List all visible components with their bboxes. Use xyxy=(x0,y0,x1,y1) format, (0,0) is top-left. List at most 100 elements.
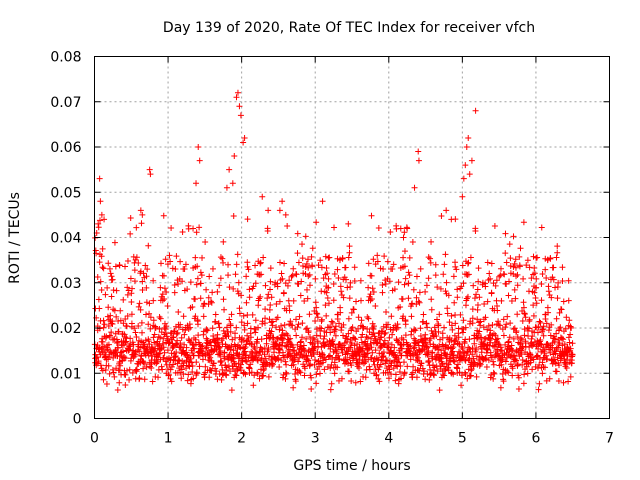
data-point xyxy=(450,273,457,280)
data-point xyxy=(98,253,105,260)
data-point xyxy=(486,270,493,277)
data-point xyxy=(521,371,528,378)
data-point xyxy=(511,286,518,293)
data-point xyxy=(418,360,425,367)
y-tick-label: 0.07 xyxy=(50,95,81,111)
data-point xyxy=(273,300,280,307)
data-point xyxy=(262,315,269,322)
data-point xyxy=(295,259,302,266)
data-point xyxy=(536,380,543,387)
data-point xyxy=(560,336,567,343)
data-point xyxy=(193,281,200,288)
data-point xyxy=(133,333,140,340)
data-point xyxy=(172,353,179,360)
data-point xyxy=(505,338,512,345)
data-point xyxy=(102,291,109,298)
data-point xyxy=(444,310,451,317)
data-point xyxy=(534,254,541,261)
data-point xyxy=(266,316,273,323)
data-point xyxy=(223,324,230,331)
data-point xyxy=(212,311,219,318)
data-point xyxy=(129,285,136,292)
data-point xyxy=(273,324,280,331)
data-point xyxy=(495,318,502,325)
data-point xyxy=(128,311,135,318)
data-point xyxy=(177,321,184,328)
data-point xyxy=(144,266,151,273)
data-point xyxy=(246,365,253,372)
data-point xyxy=(233,372,240,379)
data-point xyxy=(192,313,199,320)
data-point xyxy=(99,245,106,252)
data-point xyxy=(430,367,437,374)
data-point xyxy=(183,357,190,364)
data-point xyxy=(283,330,290,337)
data-point xyxy=(364,334,371,341)
data-point xyxy=(457,311,464,318)
data-point xyxy=(145,242,152,249)
data-point xyxy=(214,288,221,295)
data-point xyxy=(252,317,259,324)
data-point xyxy=(314,314,321,321)
data-point xyxy=(509,372,516,379)
data-point xyxy=(157,315,164,322)
data-point xyxy=(143,299,150,306)
data-point xyxy=(264,295,271,302)
data-point xyxy=(374,258,381,265)
data-point xyxy=(520,219,527,226)
data-point xyxy=(548,294,555,301)
data-point xyxy=(289,322,296,329)
data-point xyxy=(138,319,145,326)
data-point xyxy=(244,332,251,339)
data-point xyxy=(506,278,513,285)
data-point xyxy=(214,335,221,342)
data-point xyxy=(167,375,174,382)
data-point xyxy=(411,184,418,191)
data-point xyxy=(470,355,477,362)
data-point xyxy=(146,310,153,317)
data-point xyxy=(225,261,232,268)
data-point xyxy=(544,341,551,348)
data-point xyxy=(397,363,404,370)
data-point xyxy=(223,184,230,191)
data-point xyxy=(171,281,178,288)
data-point xyxy=(539,326,546,333)
data-point xyxy=(400,313,407,320)
data-point xyxy=(553,254,560,261)
data-point xyxy=(199,342,206,349)
data-point xyxy=(404,363,411,370)
data-point xyxy=(563,314,570,321)
data-point xyxy=(327,386,334,393)
data-point xyxy=(472,107,479,114)
data-point xyxy=(467,372,474,379)
data-point xyxy=(455,334,462,341)
data-point xyxy=(521,310,528,317)
data-point xyxy=(462,162,469,169)
data-point xyxy=(348,309,355,316)
data-point xyxy=(164,366,171,373)
data-point xyxy=(507,263,514,270)
data-point xyxy=(550,276,557,283)
data-point xyxy=(177,369,184,376)
data-point xyxy=(340,332,347,339)
data-point xyxy=(203,326,210,333)
data-point xyxy=(274,314,281,321)
data-point xyxy=(279,374,286,381)
data-point xyxy=(378,334,385,341)
data-points xyxy=(91,89,576,394)
data-point xyxy=(99,264,106,271)
data-point xyxy=(466,336,473,343)
data-point xyxy=(293,271,300,278)
data-point xyxy=(244,312,251,319)
data-point xyxy=(134,347,141,354)
data-point xyxy=(265,346,272,353)
data-point xyxy=(313,332,320,339)
data-point xyxy=(254,369,261,376)
data-point xyxy=(301,297,308,304)
data-point xyxy=(358,334,365,341)
data-point xyxy=(255,352,262,359)
data-point xyxy=(416,299,423,306)
data-point xyxy=(336,320,343,327)
data-point xyxy=(288,273,295,280)
data-point xyxy=(206,374,213,381)
